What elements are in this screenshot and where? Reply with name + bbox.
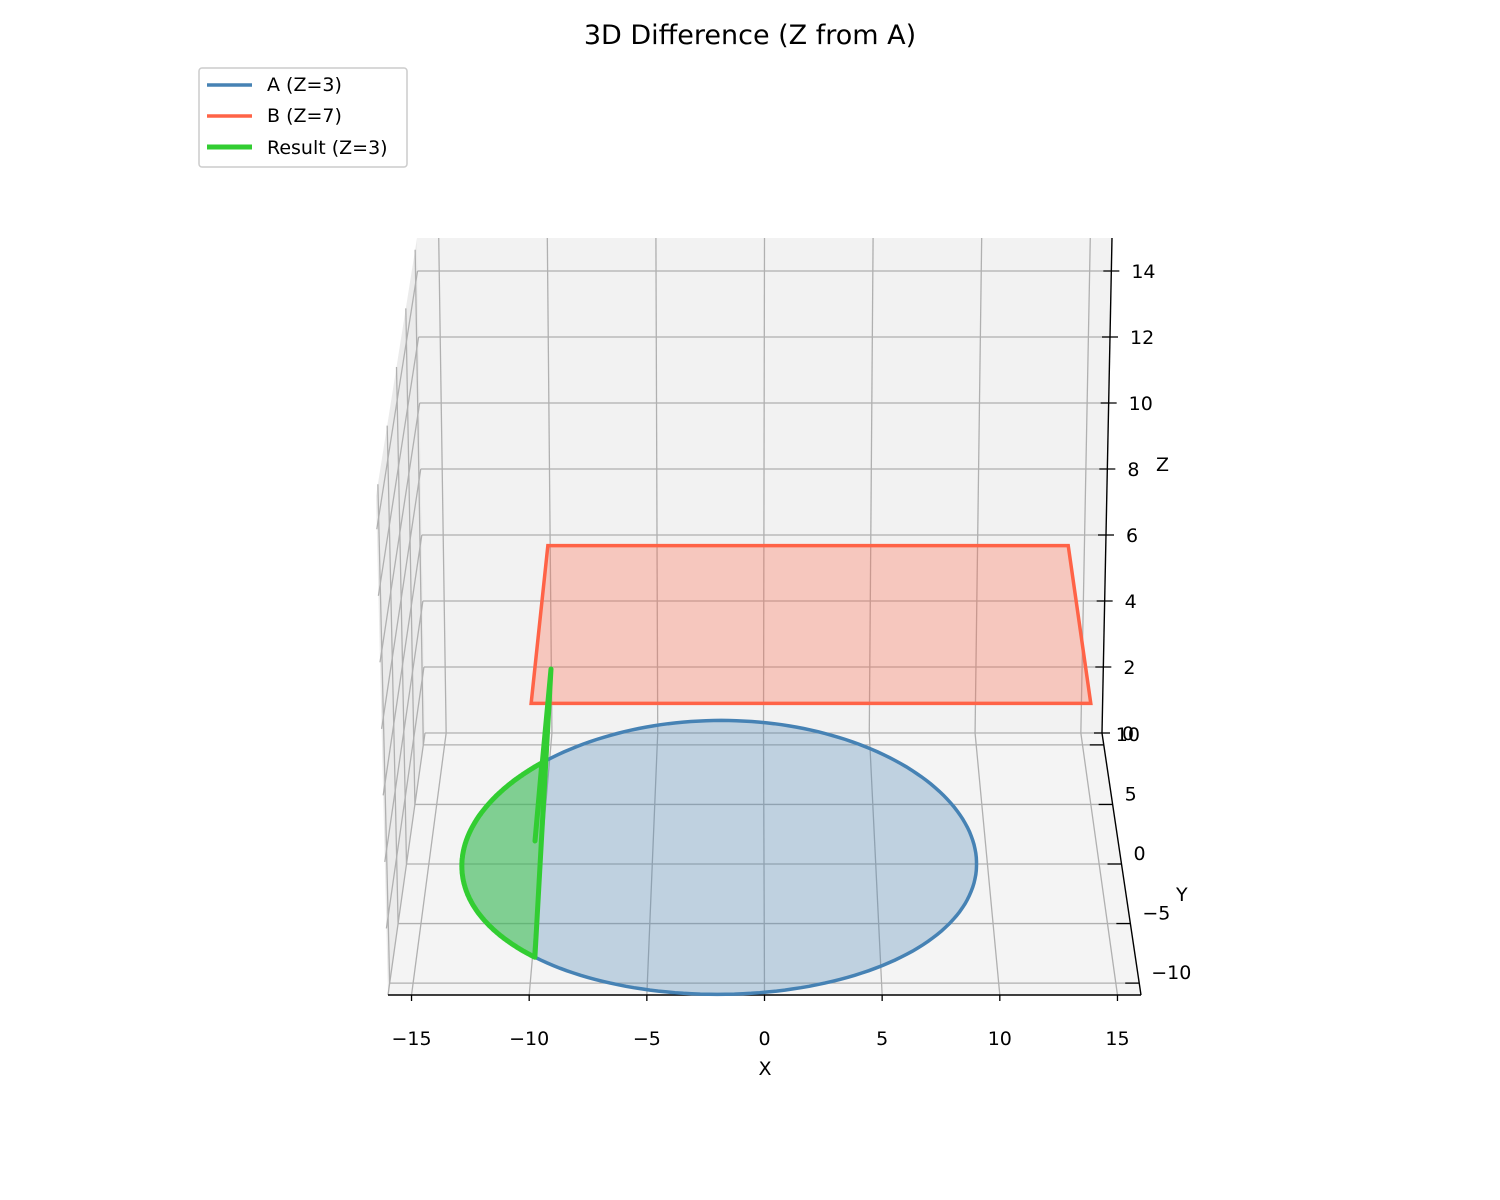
z-tick-label-6: 12	[1130, 327, 1154, 349]
grid-side-z-6	[377, 336, 420, 596]
grid-side-z-7	[376, 270, 419, 530]
z-tick-label-1: 2	[1123, 657, 1135, 679]
z-axis-label: Z	[1156, 454, 1169, 476]
grid-side-z-4	[380, 468, 422, 729]
y-tick-label-3: 5	[1125, 783, 1137, 805]
x-tick-label-0: −15	[391, 1028, 431, 1050]
y-tick-label-1: −5	[1142, 903, 1170, 925]
series-a-fill	[461, 720, 977, 995]
grid-back-x-0	[438, 237, 447, 734]
legend: A (Z=3) B (Z=7) Result (Z=3)	[198, 67, 408, 168]
grid-side-z-0	[387, 732, 426, 996]
grid-side-z-1	[385, 666, 425, 929]
grid-side-y-0	[377, 484, 391, 984]
x-tick-label-5: 10	[988, 1028, 1012, 1050]
series-b-outline	[529, 543, 1093, 706]
z-tick-label-5: 10	[1129, 393, 1153, 415]
x-tick-label-6: 15	[1105, 1028, 1129, 1050]
z-tick-label-2: 4	[1125, 591, 1137, 613]
z-tick-label-0: 0	[1122, 723, 1134, 745]
y-axis-label: Y	[1175, 884, 1188, 906]
x-tick-label-4: 5	[876, 1028, 888, 1050]
legend-label-a: A (Z=3)	[267, 74, 342, 96]
grid-lines	[376, 237, 1140, 996]
grid-side-y-1	[386, 425, 399, 924]
series-layer	[459, 543, 1093, 997]
legend-label-b: B (Z=7)	[267, 105, 342, 127]
x-tick-label-3: 0	[758, 1028, 770, 1050]
z-tick-label-7: 14	[1131, 261, 1155, 283]
legend-label-result: Result (Z=3)	[267, 137, 388, 159]
y-tick-label-0: −10	[1151, 962, 1191, 984]
z-tick-label-4: 8	[1127, 459, 1139, 481]
left-pane	[376, 238, 425, 995]
grid-back-x-1	[546, 237, 553, 734]
grid-side-y-3	[405, 308, 416, 805]
grid-back-x-2	[655, 237, 659, 734]
chart-title: 3D Difference (Z from A)	[584, 20, 916, 51]
grid-side-z-2	[384, 600, 424, 863]
y-tick-label-4: 10	[1116, 724, 1140, 746]
z-tick-label-3: 6	[1126, 525, 1138, 547]
series-b-fill	[531, 545, 1091, 704]
z-axis-line	[1101, 237, 1113, 734]
series-result-outline	[459, 666, 554, 960]
grid-side-z-5	[379, 402, 421, 663]
series-result-fill	[461, 669, 551, 958]
x-axis-label: X	[758, 1058, 771, 1080]
legend-frame	[198, 67, 408, 168]
grid-back-x-5	[974, 237, 983, 734]
y-tick-label-2: 0	[1134, 843, 1146, 865]
grid-side-y-2	[395, 366, 408, 865]
grid-back-x-4	[868, 237, 874, 734]
x-tick-label-2: −5	[633, 1028, 661, 1050]
grid-side-y-4	[414, 249, 424, 745]
grid-back-x-3	[762, 237, 766, 734]
x-tick-label-1: −10	[509, 1028, 549, 1050]
grid-side-z-3	[382, 534, 423, 796]
